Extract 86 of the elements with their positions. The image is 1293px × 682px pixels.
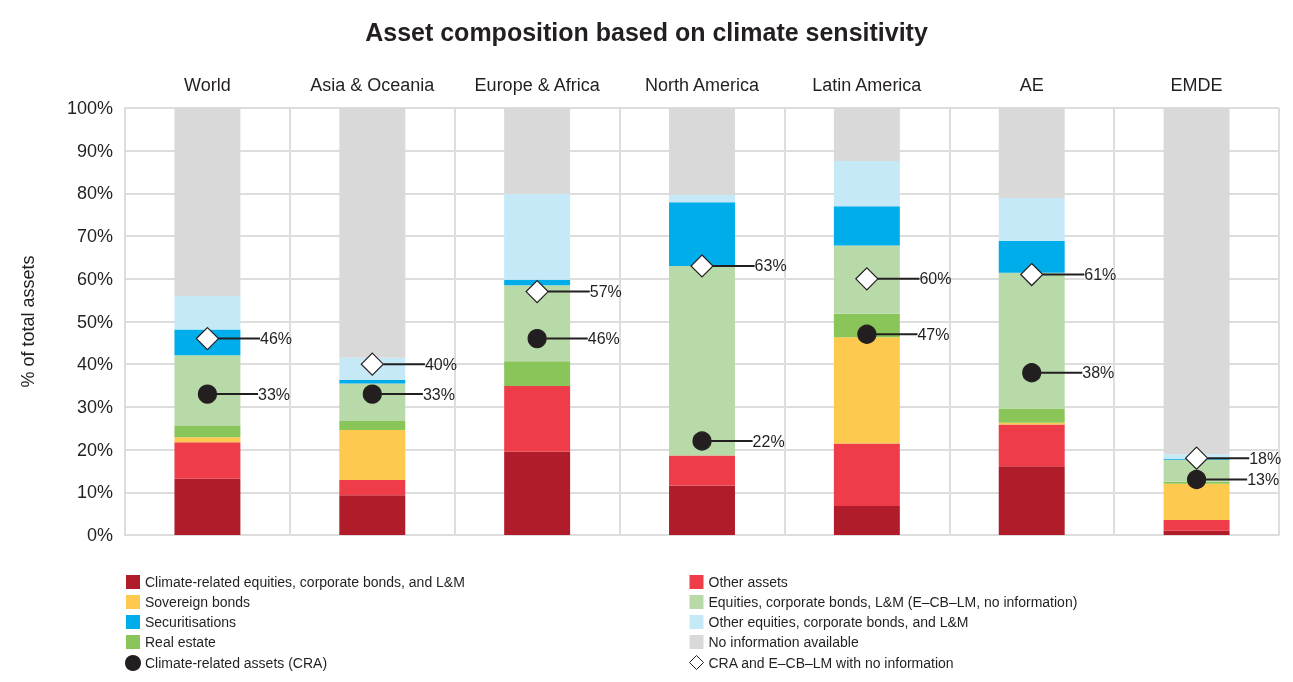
legend-label: CRA and E–CB–LM with no information — [708, 654, 954, 671]
x-tick-label: AE — [1019, 75, 1044, 95]
bar — [998, 272, 1065, 409]
x-tick-label: World — [184, 75, 231, 95]
chart-title: Asset composition based on climate sensitivity — [365, 17, 928, 46]
point — [1020, 262, 1044, 287]
point — [1184, 446, 1209, 470]
legend-label: Climate-related equities, corporate bonds, and L&M — [145, 574, 465, 590]
x-tick-label: Latin America — [812, 75, 923, 95]
bar — [833, 505, 900, 535]
bar — [833, 160, 900, 207]
legend-label: Other assets — [708, 574, 788, 590]
point — [690, 254, 714, 278]
bar — [833, 443, 900, 506]
data-label: 33% — [422, 385, 455, 403]
y-tick-label: 20% — [76, 439, 113, 460]
x-tick-label: Asia & Oceania — [310, 75, 436, 95]
bar — [669, 265, 735, 456]
data-label: 46% — [587, 330, 620, 348]
bar — [174, 426, 241, 438]
data-label: 18% — [1249, 449, 1282, 467]
legend-label: Sovereign bonds — [145, 594, 251, 610]
bar — [833, 245, 900, 314]
data-label: 22% — [752, 432, 785, 450]
bar — [833, 337, 900, 444]
point — [692, 431, 712, 451]
bar — [669, 194, 735, 203]
bar — [998, 240, 1065, 273]
bar — [174, 442, 241, 479]
bar — [998, 466, 1065, 535]
point — [360, 352, 384, 376]
y-tick-label: 10% — [76, 482, 113, 503]
bar — [1163, 530, 1230, 535]
bar — [669, 202, 735, 266]
bar — [833, 206, 900, 246]
y-tick-label: 80% — [76, 183, 113, 204]
y-tick-label: 90% — [76, 140, 113, 161]
y-tick-label: 60% — [76, 268, 113, 289]
y-tick-label: 30% — [76, 396, 113, 417]
x-tick-label: North America — [644, 75, 760, 95]
y-axis-title: % of total assets — [18, 255, 38, 388]
point — [525, 280, 549, 304]
data-label: 60% — [919, 270, 952, 288]
y-tick-label: 70% — [76, 226, 113, 247]
legend-label: Climate-related assets (CRA) — [145, 655, 328, 671]
data-label: 13% — [1247, 470, 1280, 488]
bar — [504, 385, 571, 452]
y-tick-label: 50% — [76, 311, 113, 332]
x-tick-label: EMDE — [1170, 75, 1223, 95]
data-label: 38% — [1082, 364, 1115, 382]
bar — [174, 478, 241, 535]
point — [527, 328, 547, 349]
bar — [1163, 520, 1230, 531]
bar — [998, 408, 1065, 423]
x-tick-label: Europe & Africa — [474, 75, 601, 95]
data-label: 46% — [260, 330, 293, 348]
legend-label: Real estate — [145, 634, 217, 650]
data-label: 47% — [917, 325, 950, 343]
bar — [339, 420, 406, 430]
bar — [669, 485, 735, 535]
data-label: 40% — [424, 355, 457, 373]
y-tick-label: 0% — [86, 525, 113, 545]
bar — [998, 424, 1065, 467]
y-tick-label: 40% — [76, 354, 113, 375]
data-label: 61% — [1084, 266, 1117, 284]
legend-label: No information available — [708, 634, 859, 650]
bar — [339, 429, 406, 480]
bar — [174, 295, 241, 330]
bar — [174, 355, 241, 427]
bar — [339, 495, 406, 535]
bar — [504, 193, 571, 280]
bar — [998, 198, 1065, 241]
legend-label: Equities, corporate bonds, L&M (E–CB–LM, no information) — [708, 594, 1078, 610]
point — [1022, 363, 1042, 383]
bar — [504, 361, 571, 386]
legend-label: Securitisations — [145, 614, 237, 630]
bar — [504, 451, 571, 535]
bar — [339, 479, 406, 496]
legend-label: Other equities, corporate bonds, and L&M — [708, 614, 969, 630]
data-label: 57% — [589, 283, 622, 301]
data-label: 63% — [754, 257, 787, 275]
y-tick-label: 100% — [66, 98, 113, 118]
bar — [1163, 483, 1230, 521]
data-label: 33% — [258, 385, 291, 403]
bar — [174, 437, 241, 443]
bar — [669, 455, 735, 486]
